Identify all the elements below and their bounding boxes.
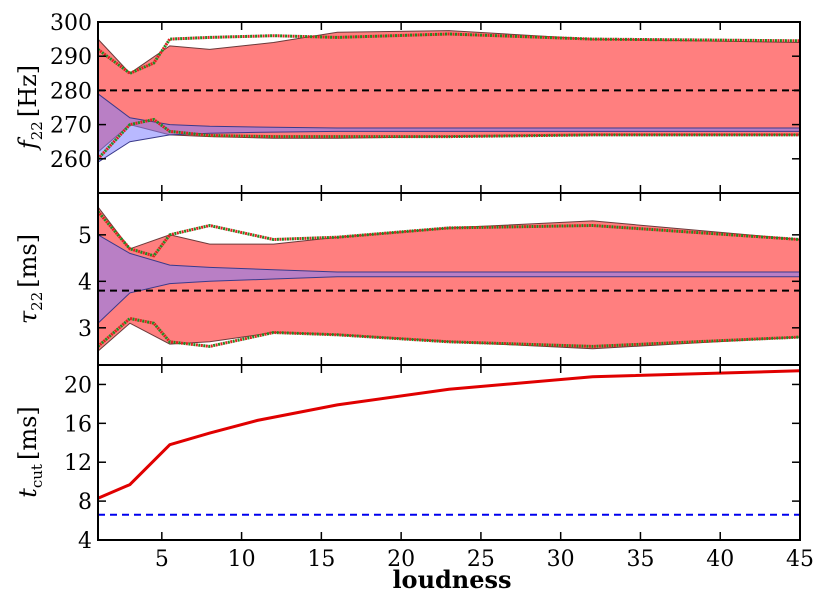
tau22-y-tick-label: 4 [78, 270, 92, 295]
x-tick-label: 30 [547, 547, 575, 572]
tcut-y-tick-label: 20 [64, 373, 92, 398]
f22-y-axis-label: f22[Hz] [14, 65, 46, 151]
tcut-y-axis-label: tcut[ms] [14, 406, 46, 498]
panel-tau22: 3 4 5 τ22[ms] [14, 192, 801, 366]
tcut-marks [97, 369, 801, 516]
tcut-y-tick-label: 8 [78, 490, 92, 515]
x-axis-label: loudness [392, 565, 511, 594]
f22-x-ticks [161, 22, 801, 193]
tcut-y-ticks: 4 8 12 16 20 [64, 373, 800, 554]
f22-dotted-upper-red [97, 32, 801, 76]
f22-y-tick-label: 300 [50, 11, 92, 36]
tcut-line [97, 369, 801, 500]
f22-dotted-lower-red [96, 117, 800, 160]
tau22-y-tick-label: 3 [78, 317, 92, 342]
x-tick-label: 5 [155, 547, 169, 572]
tau22-y-axis-label: τ22[ms] [14, 234, 46, 324]
tau22-dotted-lower-red [97, 316, 801, 348]
tcut-y-tick-label: 12 [64, 451, 92, 476]
tau22-y-tick-label: 5 [78, 224, 92, 249]
x-tick-label: 20 [387, 547, 415, 572]
tcut-y-tick-label: 4 [78, 529, 92, 554]
f22-y-tick-label: 290 [50, 45, 92, 70]
x-tick-label: 45 [786, 547, 814, 572]
tcut-frame [97, 364, 801, 541]
f22-y-ticks: 260 270 280 290 300 [50, 11, 800, 173]
f22-marks [96, 30, 801, 164]
tau22-dotted-upper-green [96, 210, 801, 258]
f22-y-tick-label: 280 [50, 79, 92, 104]
x-tick-label: 35 [626, 547, 654, 572]
panel-f22: 260 270 280 290 300 f22[Hz] [14, 11, 801, 194]
x-tick-label: 25 [467, 547, 495, 572]
f22-y-tick-label: 270 [50, 114, 92, 139]
f22-dotted-upper-green [97, 32, 801, 76]
panel-tcut: 4 8 12 16 20 5 10 15 20 25 30 35 40 45 tcut[ms] [14, 364, 814, 572]
tcut-x-ticks: 5 10 15 20 25 30 35 40 45 [155, 365, 814, 572]
x-tick-label: 40 [706, 547, 734, 572]
x-tick-label: 10 [228, 547, 256, 572]
f22-y-tick-label: 260 [50, 148, 92, 173]
tau22-y-ticks: 3 4 5 [78, 224, 800, 342]
x-tick-label: 15 [307, 547, 335, 572]
tau22-dotted-upper-red [96, 210, 801, 258]
tau22-marks [96, 205, 801, 353]
tcut-y-tick-label: 16 [64, 412, 92, 437]
tau22-x-ticks [161, 193, 801, 365]
